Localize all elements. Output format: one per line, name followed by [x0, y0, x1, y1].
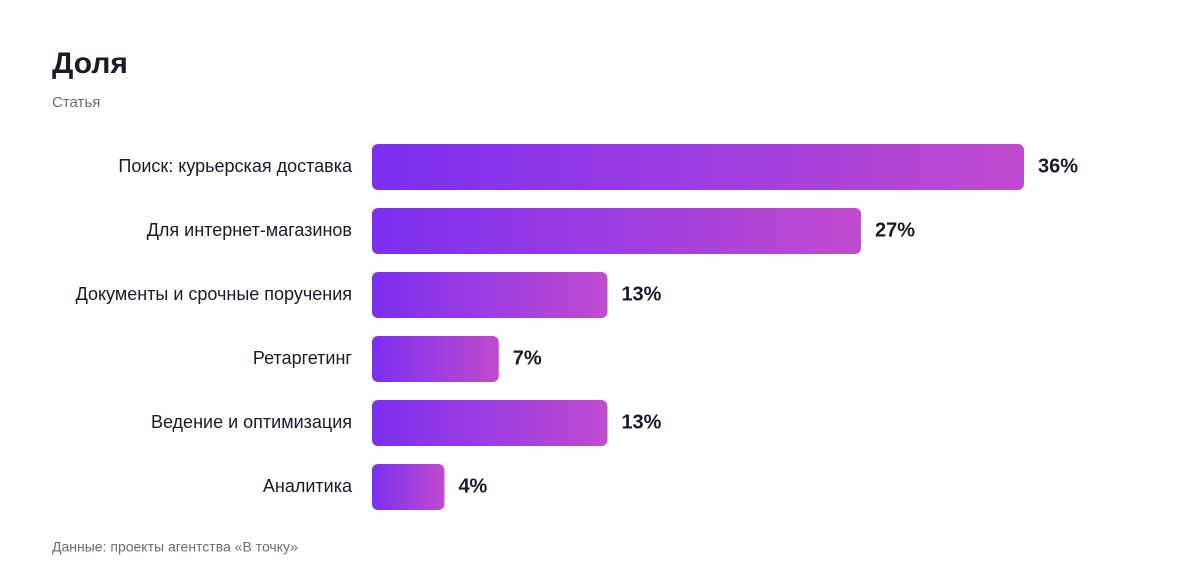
category-label: Поиск: курьерская доставка	[118, 156, 353, 176]
bar	[372, 272, 608, 318]
chart-title: Доля	[52, 47, 128, 80]
bar	[372, 208, 861, 254]
category-label: Аналитика	[263, 476, 353, 496]
category-label: Документы и срочные поручения	[76, 284, 352, 304]
value-label: 4%	[458, 475, 487, 497]
bar	[372, 336, 499, 382]
bar	[372, 400, 608, 446]
value-label: 7%	[513, 347, 542, 369]
value-label: 36%	[1038, 155, 1078, 177]
chart-subtitle: Статья	[52, 94, 100, 111]
value-label: 13%	[621, 411, 661, 433]
category-label: Ретаргетинг	[253, 348, 353, 368]
value-label: 27%	[875, 219, 915, 241]
category-label: Для интернет-магазинов	[147, 220, 352, 240]
source-note: Данные: проекты агентства «В точку»	[52, 539, 298, 555]
category-label: Ведение и оптимизация	[151, 412, 352, 432]
bar	[372, 464, 445, 510]
value-label: 13%	[621, 283, 661, 305]
bar	[372, 144, 1024, 190]
